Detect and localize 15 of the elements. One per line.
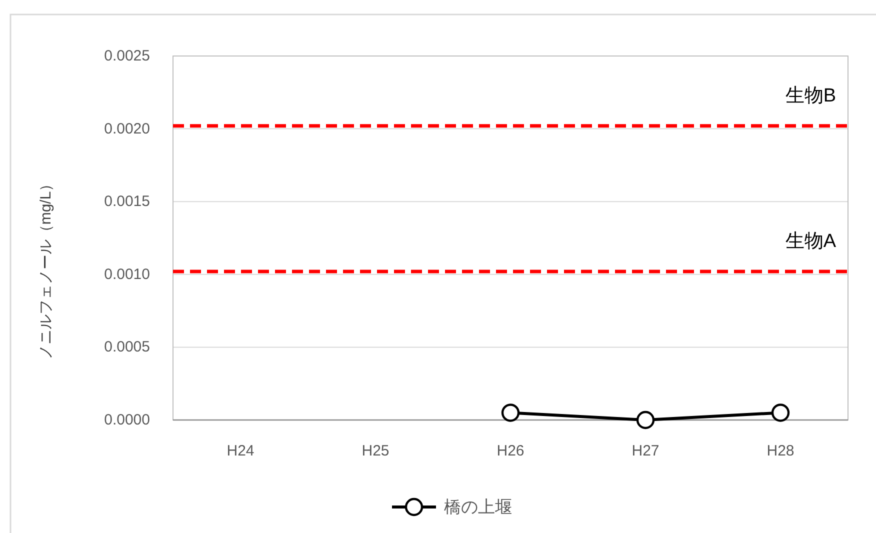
y-tick-label: 0.0010 [104, 266, 150, 283]
legend-label: 橋の上堰 [444, 498, 512, 516]
y-tick-label: 0.0020 [104, 120, 150, 138]
x-tick-label: H27 [632, 442, 660, 460]
x-tick-label: H25 [362, 442, 390, 460]
x-tick-label: H28 [766, 442, 794, 460]
y-axis-title: ノニルフェノール（mg/L） [38, 176, 54, 360]
y-tick-label: 0.0005 [104, 338, 150, 356]
y-tick-label: 0.0000 [104, 412, 150, 428]
x-tick-label: H26 [496, 442, 524, 460]
ref-line-label: 生物B [785, 85, 836, 106]
y-tick-label: 0.0015 [104, 193, 150, 210]
x-tick-label: H24 [226, 442, 254, 460]
y-tick-label: 0.0025 [104, 48, 150, 64]
ref-line-label: 生物A [785, 230, 836, 252]
